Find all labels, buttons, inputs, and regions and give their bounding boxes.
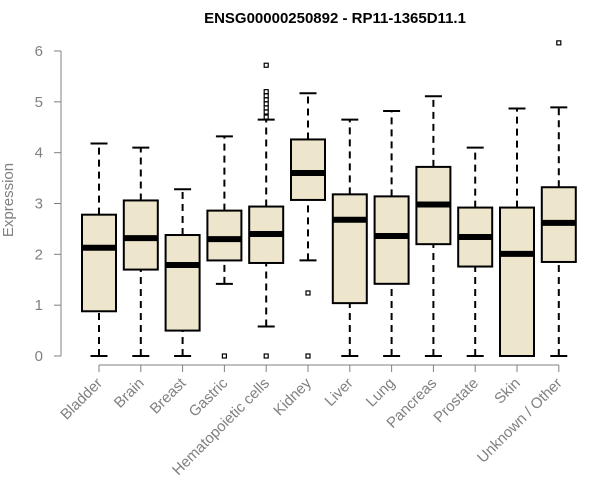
y-tick-label: 3	[35, 196, 43, 213]
box-pancreas	[415, 95, 452, 357]
y-tick-label: 6	[35, 43, 43, 60]
y-tick-label: 0	[35, 348, 43, 365]
y-tick-label: 5	[35, 94, 43, 111]
outlier-point	[221, 353, 227, 359]
box-iqr	[331, 193, 368, 305]
outlier-point	[263, 93, 269, 99]
outlier-point	[263, 105, 269, 111]
box-iqr	[81, 213, 117, 313]
outlier-point	[305, 353, 311, 359]
chart-title: ENSG00000250892 - RP11-1365D11.1	[204, 10, 466, 27]
x-tick-label: Kidney	[270, 374, 315, 419]
outlier-point	[263, 114, 269, 120]
box-lung	[373, 109, 410, 357]
box-hematopoietic-cells	[248, 62, 285, 359]
box-brain	[122, 146, 159, 357]
x-tick-label: Breast	[147, 374, 190, 417]
box-iqr	[290, 138, 326, 201]
outlier-point	[263, 101, 269, 107]
box-unknown-other	[540, 40, 577, 357]
box-liver	[331, 118, 368, 357]
x-tick-label: Brain	[111, 375, 148, 412]
box-iqr	[206, 209, 243, 262]
outlier-point	[305, 290, 311, 296]
box-iqr	[499, 206, 535, 357]
x-tick-label: Bladder	[57, 375, 106, 424]
y-tick-label: 2	[35, 246, 43, 263]
box-iqr	[373, 195, 410, 285]
box-iqr	[164, 234, 201, 332]
outlier-point	[263, 97, 269, 103]
x-tick-label: Liver	[322, 375, 357, 410]
outlier-point	[263, 89, 269, 95]
plot-area	[81, 40, 577, 359]
box-gastric	[206, 135, 243, 359]
y-axis: 0 1 2 3 4 5 6	[35, 43, 62, 365]
box-kidney	[290, 92, 326, 359]
outlier-point	[263, 353, 269, 359]
box-bladder	[81, 142, 117, 357]
box-prostate	[457, 146, 494, 357]
box-skin	[499, 107, 535, 357]
outlier-point	[556, 40, 562, 46]
box-breast	[164, 188, 201, 357]
x-tick-label: Lung	[363, 375, 399, 411]
x-tick-label: Prostate	[430, 375, 482, 427]
y-tick-label: 1	[35, 297, 43, 314]
box-iqr	[122, 199, 159, 271]
y-axis-label: Expression	[0, 163, 17, 237]
y-tick-label: 4	[35, 145, 43, 162]
outlier-point	[263, 62, 269, 68]
x-tick-label: Skin	[491, 375, 524, 408]
outlier-point	[263, 109, 269, 115]
